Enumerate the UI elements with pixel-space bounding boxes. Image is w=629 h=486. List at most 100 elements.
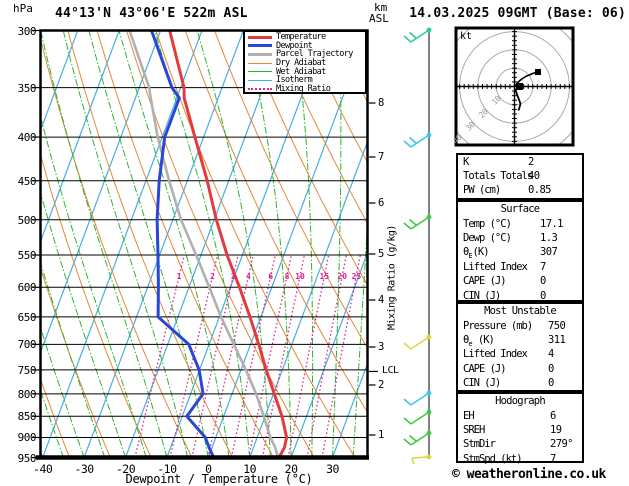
mixing-ratio-value-label: 8 — [284, 272, 290, 281]
pressure-tick-label: 300 — [17, 24, 37, 38]
legend-item: Dewpoint — [245, 42, 365, 51]
dewpoint-curve — [150, 31, 215, 457]
hodograph-plot — [457, 29, 572, 144]
table-row-value: 6 — [550, 409, 556, 422]
mixing-ratio-lines — [134, 254, 361, 457]
table-row-label: CIN (J) — [463, 377, 501, 390]
pressure-tick-label: 450 — [17, 174, 37, 188]
legend-swatch — [248, 44, 272, 48]
table-section-title: Hodograph — [495, 395, 546, 407]
table-row: Lifted Index 7 — [458, 260, 582, 274]
km-tick-label: 8 — [378, 97, 385, 109]
mixing-ratio-axis-title: Mixing Ratio (g/kg) — [386, 225, 398, 330]
table-row-label: θe (K) — [463, 333, 495, 349]
legend-swatch — [248, 35, 272, 39]
legend-swatch — [248, 52, 272, 56]
pressure-tick-label: 650 — [17, 310, 37, 324]
table-row: θE(K) 307 — [458, 245, 582, 260]
pressure-tick-label: 950 — [17, 451, 37, 465]
wet-adiabat-lines — [41, 31, 367, 457]
temperature-tick-label: -30 — [74, 462, 94, 476]
table-row: Temp (°C) 17.1 — [458, 217, 582, 231]
table-row-value: 7 — [550, 452, 556, 465]
legend-swatch — [248, 87, 272, 90]
table-row-value: 7 — [540, 260, 546, 273]
table-row: Totals Totals 40 — [458, 169, 582, 183]
table-row: SREH 19 — [458, 423, 582, 437]
table-row-value: 750 — [548, 319, 566, 332]
table-row-label: CAPE (J) — [463, 275, 507, 288]
legend-box: Temperature Dewpoint Parcel Trajectory Dry … — [243, 30, 367, 94]
pressure-tick-label: 500 — [17, 213, 37, 227]
dry-adiabat-lines — [41, 31, 367, 457]
legend-item-label: Temperature — [276, 32, 326, 43]
table-row: PW (cm) 0.85 — [458, 183, 582, 197]
table-row-label: K — [463, 155, 469, 168]
km-tick-label: 4 — [378, 294, 385, 306]
km-unit-label: km — [374, 1, 388, 14]
table-row-label: StmSpd (kt) — [463, 452, 523, 465]
mixing-ratio-value-label: 10 — [295, 272, 305, 281]
legend-item-label: Dewpoint — [276, 40, 313, 51]
temperature-tick-label: 20 — [284, 462, 298, 476]
copyright: © weatheronline.co.uk — [452, 467, 606, 482]
table-row: Lifted Index 4 — [458, 347, 582, 361]
legend-item: Wet Adiabat — [245, 67, 365, 76]
temperature-tick-label: 0 — [205, 462, 212, 476]
km-tick-label: 2 — [378, 379, 385, 391]
table-row-label: PW (cm) — [463, 184, 501, 197]
table-row-value: 2 — [528, 155, 534, 168]
table-row-value: 307 — [540, 246, 558, 259]
run-date-label: 14.03.2025 09GMT (Base: 06) — [409, 6, 626, 21]
pressure-unit-label: hPa — [13, 2, 33, 15]
km-tick-label: 3 — [378, 341, 385, 353]
table-row: StmSpd (kt) 7 — [458, 452, 582, 466]
legend-item: Temperature — [245, 33, 365, 42]
table-row-label: CIN (J) — [463, 289, 501, 302]
legend-item-label: Isotherm — [276, 75, 313, 86]
hodograph-trace — [513, 71, 536, 87]
parcel-trajectory-curve — [128, 31, 279, 457]
wind-barbs — [403, 27, 432, 465]
legend-item: Dry Adiabat — [245, 59, 365, 68]
temperature-tick-label: -20 — [115, 462, 136, 476]
table-section-title: Most Unstable — [484, 305, 557, 317]
table-row-value: 4 — [548, 348, 554, 361]
table-row: Dewp (°C) 1.3 — [458, 231, 582, 245]
table-row-label: EH — [463, 409, 475, 422]
mixing-ratio-value-label: 4 — [245, 272, 251, 281]
table-row: StmDir 279° — [458, 437, 582, 451]
km-tick-label: 6 — [378, 197, 385, 209]
table-row: CIN (J) 0 — [458, 376, 582, 390]
table-row-label: Lifted Index — [463, 348, 528, 361]
table-row-value: 311 — [548, 333, 566, 346]
pressure-tick-label: 750 — [17, 363, 37, 377]
legend-item-label: Wet Adiabat — [276, 66, 326, 77]
x-axis-title: Dewpoint / Temperature (°C) — [125, 472, 313, 486]
temperature-tick-label: 10 — [243, 462, 257, 476]
page-title: 44°13'N 43°06'E 522m ASL — [55, 6, 248, 21]
temperature-curve — [168, 31, 289, 457]
table-row-value: 40 — [528, 169, 540, 182]
storm-motion-marker — [516, 83, 523, 90]
pressure-gridlines — [41, 87, 367, 438]
pressure-tick-label: 550 — [17, 249, 37, 263]
table-row-label: CAPE (J) — [463, 362, 507, 375]
legend-swatch — [248, 71, 272, 73]
indices-panel: Hodograph EH 6 SREH 19 StmDir 279° StmSpd (kt) 7 — [456, 392, 584, 466]
mixing-ratio-value-label: 1 — [176, 272, 182, 281]
pressure-tick-label: 400 — [17, 131, 37, 145]
table-row-label: Totals Totals — [463, 169, 533, 182]
table-row: CAPE (J) 0 — [458, 362, 582, 376]
table-row: CIN (J) 0 — [458, 289, 582, 303]
mixing-ratio-value-label: 15 — [319, 272, 330, 281]
legend-item-label: Parcel Trajectory — [276, 49, 353, 60]
km-tick-label: 5 — [378, 248, 385, 260]
table-row-label: SREH — [463, 423, 485, 436]
lcl-label: LCL — [382, 365, 399, 376]
table-row-value: 279° — [550, 438, 573, 451]
table-row-label: Lifted Index — [463, 260, 528, 273]
hodograph-border — [454, 26, 575, 147]
